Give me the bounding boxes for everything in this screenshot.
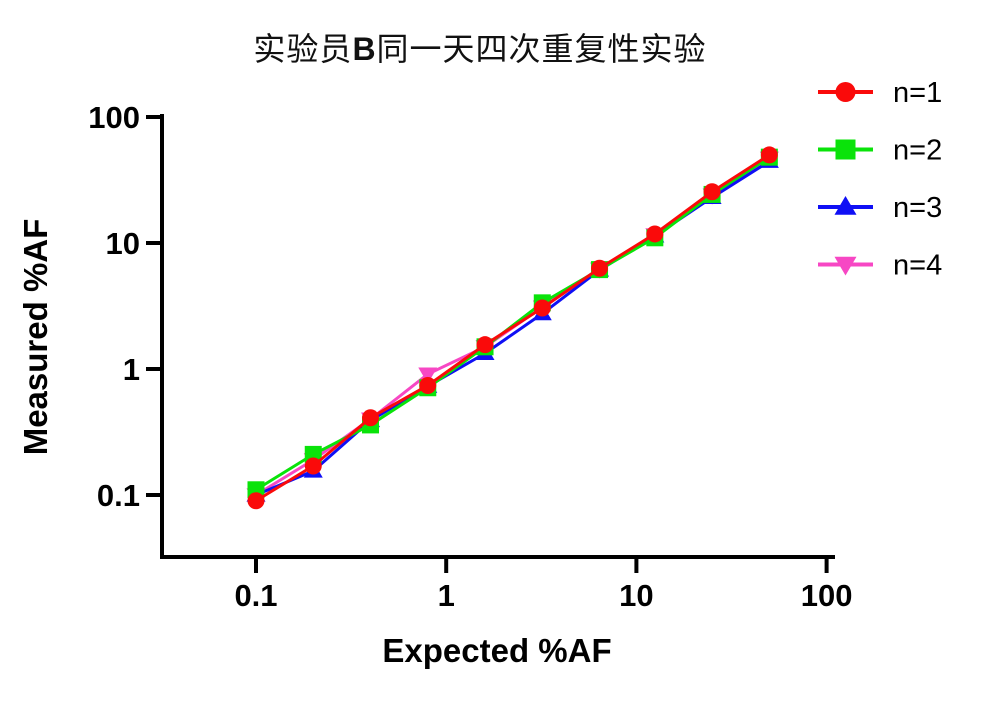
chart-title-suffix: 同一天四次重复性实验: [376, 31, 707, 67]
data-point-circle: [703, 183, 721, 201]
legend-label: n=4: [893, 250, 942, 282]
data-point-circle: [362, 409, 380, 427]
data-point-triangle-down: [418, 367, 438, 384]
x-tick-label: 100: [801, 578, 853, 613]
x-tick-label: 10: [619, 578, 653, 613]
data-point-circle: [476, 336, 494, 354]
legend-item-n3: n=3: [818, 192, 942, 224]
tick-marks: [146, 115, 829, 573]
series-n1: [247, 146, 778, 510]
axes: [160, 114, 835, 559]
chart-title-prefix: 实验员: [253, 31, 353, 67]
chart-title: 实验员B同一天四次重复性实验: [150, 24, 810, 70]
data-point-circle: [591, 259, 609, 277]
data-point-circle: [760, 146, 778, 164]
legend-label: n=1: [893, 77, 942, 109]
axis-lines: [160, 114, 835, 559]
y-tick-label: 10: [106, 226, 140, 261]
y-tick-label: 100: [88, 100, 140, 135]
x-tick-label: 0.1: [234, 578, 277, 613]
legend-item-n1: n=1: [818, 77, 942, 109]
data-point-square: [835, 139, 856, 160]
chart-title-bold: B: [352, 31, 377, 67]
data-point-circle: [419, 376, 437, 394]
y-tick-label: 1: [123, 352, 140, 387]
data-point-circle: [646, 225, 664, 243]
legend-item-n4: n=4: [818, 250, 942, 282]
series-line: [255, 153, 771, 503]
data-point-triangle-down: [834, 256, 857, 276]
data-point-circle: [247, 492, 265, 510]
y-tick-label: 0.1: [97, 478, 140, 513]
legend-item-n2: n=2: [818, 135, 942, 167]
data-point-triangle-up: [834, 196, 857, 215]
x-tick-label: 1: [438, 578, 455, 613]
legend-label: n=3: [893, 192, 942, 224]
x-axis-title: Expected %AF: [382, 632, 612, 669]
data-point-circle: [835, 82, 856, 102]
data-point-circle: [533, 299, 551, 317]
data-point-circle: [304, 457, 322, 475]
y-axis-title: Measured %AF: [17, 218, 54, 456]
legend-label: n=2: [893, 135, 942, 167]
tick-labels: 0.1 1 10 100 0.1 1 10 100: [88, 100, 852, 613]
legend: n=1 n=2 n=3 n=4: [818, 77, 942, 282]
